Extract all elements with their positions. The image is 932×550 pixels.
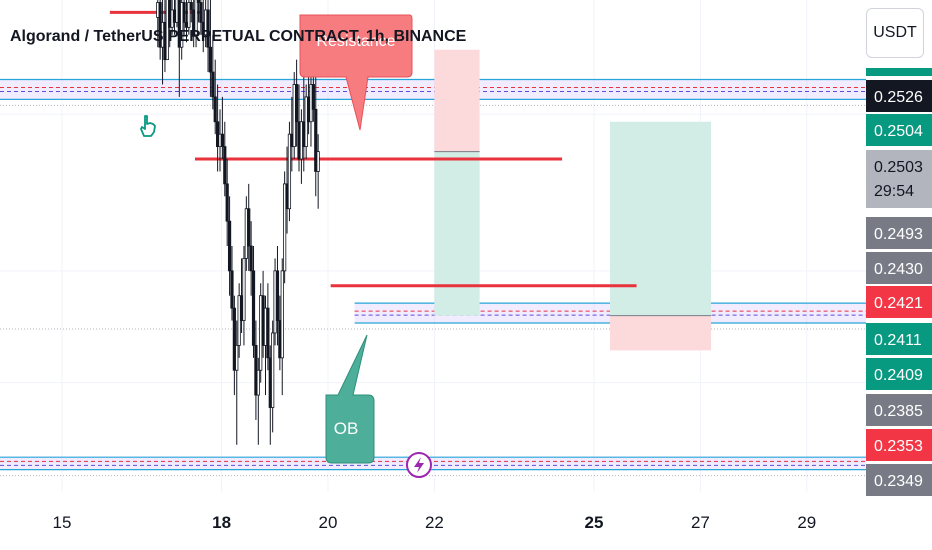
currency-button[interactable]: USDT [866, 8, 924, 58]
countdown-label: 29:54 [874, 183, 914, 200]
candle-body [280, 270, 284, 359]
price-tag[interactable] [866, 80, 932, 112]
position-1-target[interactable] [434, 151, 480, 316]
candle-body [266, 307, 270, 359]
candle-body [283, 183, 287, 272]
x-tick-label: 22 [425, 513, 444, 532]
price-tag[interactable] [866, 286, 932, 318]
candle-body [275, 270, 280, 321]
candle-body [196, 0, 201, 3]
price-tag[interactable] [866, 114, 932, 146]
candle-body [194, 0, 198, 36]
price-tag[interactable] [866, 150, 932, 208]
price-tag[interactable] [866, 429, 932, 461]
price-tag-value: 0.2504 [874, 123, 923, 140]
candle-body [223, 146, 227, 185]
candle-body [187, 2, 191, 28]
x-tick-label: 25 [585, 513, 604, 532]
price-tag[interactable] [866, 394, 932, 426]
resistance-callout[interactable]: Resistance [299, 14, 413, 131]
price-tag-value: 0.2385 [874, 403, 923, 420]
ob-callout[interactable]: OB [325, 334, 375, 464]
candle-body [271, 332, 275, 408]
price-axis[interactable]: 0.2526 0.2504 0.2503 29:54 0.2493 0.2430 0.242… [866, 66, 932, 550]
position-2-target[interactable] [609, 121, 712, 316]
candle-body [256, 369, 260, 396]
price-tag[interactable] [866, 217, 932, 249]
price-tag-value: 0.2353 [874, 438, 923, 455]
price-tag-value: 0.2349 [874, 473, 923, 490]
candle-body [242, 258, 246, 321]
candle-body [180, 2, 184, 48]
lower-zone-fill [0, 457, 866, 470]
lightning-icon[interactable] [406, 452, 432, 478]
price-tag[interactable] [866, 358, 932, 390]
x-tick-label: 15 [53, 513, 72, 532]
candle-body [225, 183, 229, 222]
candle-body [220, 133, 224, 148]
position-2-stop[interactable] [609, 315, 712, 351]
candle-body [232, 307, 236, 371]
time-axis[interactable]: 15 18 20 22 25 27 29 [53, 513, 817, 532]
candle-body [208, 46, 213, 73]
candle-body [287, 133, 292, 210]
currency-label: USDT [873, 24, 917, 41]
position-1-stop[interactable] [434, 49, 480, 152]
candle-body [247, 208, 251, 247]
positions-layer [434, 49, 712, 351]
x-tick-label: 29 [797, 513, 816, 532]
hand-pointer-icon[interactable] [140, 115, 156, 137]
price-tag-value: 0.2526 [874, 89, 923, 106]
candle-body [199, 2, 203, 23]
price-tag[interactable] [866, 323, 932, 355]
grid [0, 0, 866, 492]
candle-body [314, 108, 318, 172]
candle-body [230, 270, 234, 309]
candle-body [316, 151, 320, 172]
price-tag-value: 0.2411 [874, 332, 922, 349]
price-axis-top-marker [866, 68, 932, 76]
candle-body [182, 2, 186, 23]
candle-body [295, 84, 299, 123]
candle-body [206, 9, 210, 48]
candle-body [227, 220, 232, 272]
price-tag-value: 0.2493 [874, 226, 923, 243]
candle-body [165, 0, 169, 61]
candle-body [211, 71, 215, 98]
candle-body [251, 270, 256, 346]
candle-body [213, 96, 217, 123]
price-tag-value: 0.2409 [874, 367, 923, 384]
price-tag-value: 0.2503 [874, 159, 923, 176]
resistance-label: Resistance [316, 33, 395, 50]
candle-body [249, 245, 253, 272]
price-tag[interactable] [866, 464, 932, 496]
x-tick-label: 20 [319, 513, 338, 532]
price-tag-value: 0.2430 [874, 261, 923, 278]
upper-zone-fill [0, 79, 866, 100]
candle-body [235, 344, 239, 371]
price-tag-value: 0.2421 [874, 295, 923, 312]
x-tick-label: 27 [691, 513, 710, 532]
chart-title: Algorand / TetherUS PERPETUAL CONTRACT, … [10, 28, 467, 45]
ob-label: OB [334, 419, 359, 438]
candles-layer [156, 0, 320, 445]
x-tick-label: 18 [212, 513, 231, 532]
candle-body [189, 2, 193, 11]
price-tag[interactable] [866, 252, 932, 284]
candle-body [311, 84, 315, 110]
